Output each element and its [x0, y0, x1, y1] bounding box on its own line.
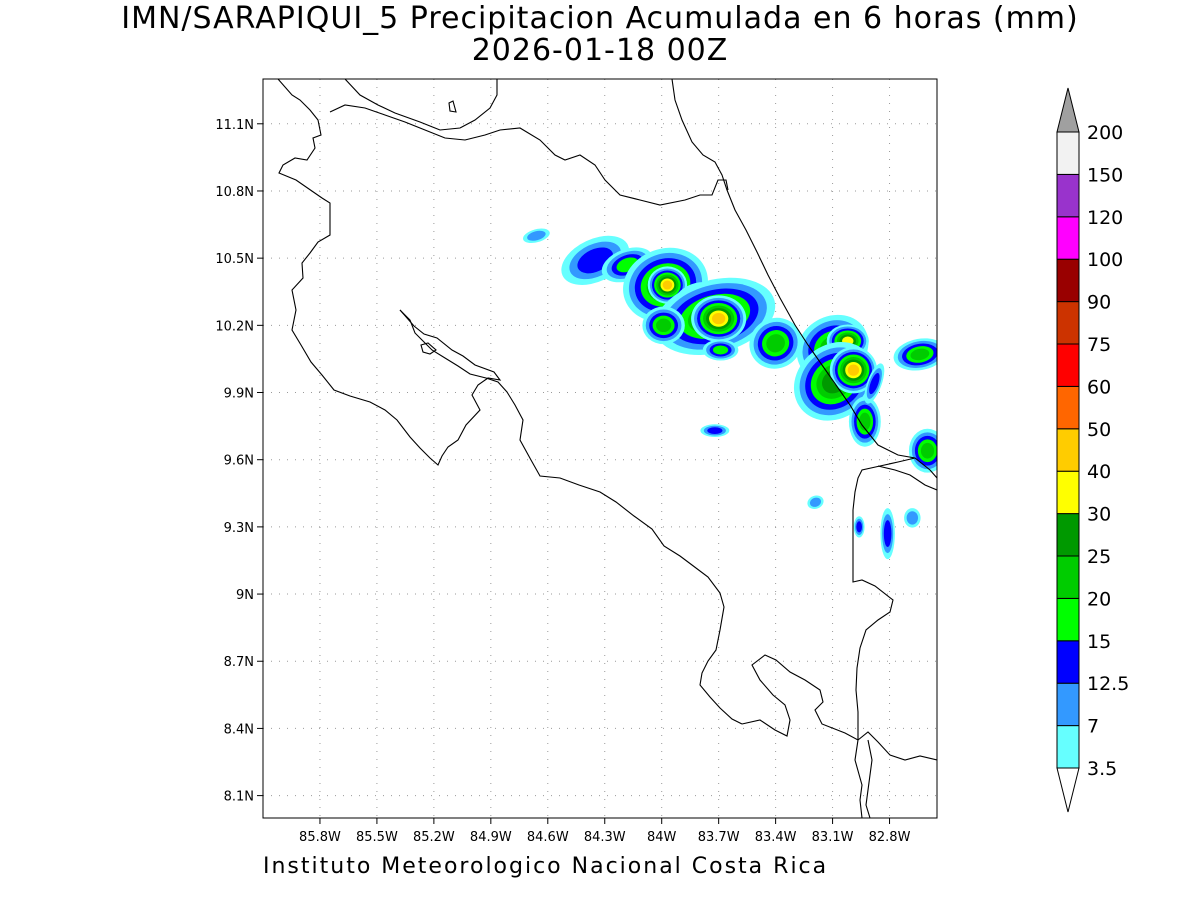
precip-cell-band — [847, 364, 860, 376]
longitude-axis: 85.8W 85.5W 85.2W 84.9W 84.6W 84.3W 84W 83.7W 83… — [299, 818, 911, 845]
y-tick-label: 10.5N — [215, 252, 254, 267]
colorbar-label: 50 — [1087, 419, 1111, 441]
colorbar-swatch — [1056, 216, 1080, 260]
nicaragua-costa-rica-border — [329, 104, 729, 206]
y-tick-label: 9.3N — [224, 521, 254, 536]
precip-cell-band — [906, 511, 919, 525]
colorbar-label: 100 — [1087, 249, 1123, 271]
y-tick-label: 9.9N — [224, 387, 254, 402]
map-frame — [262, 78, 938, 819]
precip-colorbar: 3.5 7 12.5 15 20 25 30 40 50 60 75 90 100 120 150 200 — [1056, 87, 1129, 813]
colorbar-label: 7 — [1087, 716, 1099, 738]
colorbar-swatch — [1056, 470, 1080, 515]
y-tick-label: 11.1N — [215, 118, 254, 133]
colorbar-label: 30 — [1087, 504, 1111, 526]
colorbar-swatch — [1056, 513, 1080, 557]
chart-title: IMN/SARAPIQUI_5 Precipitacion Acumulada … — [121, 1, 1079, 36]
colorbar-label: 3.5 — [1087, 758, 1117, 780]
y-tick-label: 10.8N — [215, 185, 254, 200]
y-tick-label: 9.6N — [224, 454, 254, 469]
colorbar-label: 75 — [1087, 334, 1111, 356]
x-tick-label: 83.1W — [812, 830, 854, 845]
precip-cell-band — [883, 520, 892, 548]
colorbar-label: 120 — [1087, 207, 1123, 229]
colorbar-label: 40 — [1087, 461, 1111, 483]
x-tick-label: 83.7W — [698, 830, 740, 845]
colorbar-top-arrow — [1056, 87, 1080, 133]
nicaragua-pacific-coast — [277, 79, 502, 466]
precip-cell-band — [869, 372, 880, 395]
colorbar-swatch — [1056, 258, 1080, 303]
y-tick-label: 8.4N — [224, 722, 254, 737]
colorbar-label: 20 — [1087, 588, 1111, 610]
precip-cell-band — [712, 313, 726, 325]
precip-cell-band — [707, 427, 723, 434]
y-tick-label: 9N — [236, 588, 254, 603]
precip-cell-band — [856, 521, 863, 533]
burica-peninsula-east — [865, 739, 873, 818]
colorbar-swatch — [1056, 555, 1080, 599]
costa-rica-panama-border — [852, 457, 916, 740]
caribbean-coast — [671, 79, 937, 479]
precip-cell-band — [910, 348, 930, 361]
precip-cell-band — [662, 280, 673, 290]
latitude-axis: 8.1N 8.4N 8.7N 9N 9.3N 9.6N 9.9N 10.2N 10.5N 10.8… — [215, 118, 263, 805]
precip-cell-band — [809, 497, 822, 507]
precip-cell-band — [712, 345, 729, 355]
x-tick-label: 85.5W — [356, 830, 398, 845]
colorbar-label: 12.5 — [1087, 673, 1129, 695]
colorbar-swatch — [1056, 385, 1080, 430]
y-tick-label: 8.7N — [224, 655, 254, 670]
footer-credit: Instituto Meteorologico Nacional Costa R… — [263, 854, 829, 879]
coastlines-and-borders — [277, 79, 937, 818]
nicoya-island — [420, 342, 437, 355]
x-tick-label: 84.3W — [584, 830, 626, 845]
y-tick-label: 10.2N — [215, 319, 254, 334]
chart-subtitle-date: 2026-01-18 00Z — [471, 33, 729, 68]
x-tick-label: 85.2W — [413, 830, 455, 845]
colorbar-label: 60 — [1087, 376, 1111, 398]
colorbar-swatch — [1056, 173, 1080, 218]
precip-cell-band — [656, 318, 672, 333]
x-tick-label: 84.6W — [527, 830, 569, 845]
x-tick-label: 82.8W — [869, 830, 911, 845]
colorbar-label: 25 — [1087, 546, 1111, 568]
x-tick-label: 85.8W — [299, 830, 341, 845]
x-tick-label: 84W — [647, 830, 677, 845]
precip-cell-band — [527, 230, 546, 241]
colorbar-swatch — [1056, 597, 1080, 642]
colorbar-swatch — [1056, 131, 1080, 175]
burica-peninsula — [854, 739, 863, 818]
panama-coast — [877, 465, 937, 491]
colorbar-swatch — [1056, 301, 1080, 345]
x-tick-label: 84.9W — [470, 830, 512, 845]
colorbar-swatch — [1056, 682, 1080, 727]
osa-peninsula — [741, 654, 937, 761]
colorbar-label: 90 — [1087, 292, 1111, 314]
x-tick-label: 83.4W — [755, 830, 797, 845]
colorbar-bottom-arrow — [1056, 767, 1080, 813]
nicoya-gulf-coast — [399, 309, 743, 725]
map-gridlines — [263, 79, 937, 818]
colorbar-swatch — [1056, 640, 1080, 684]
map-plot-area — [263, 79, 937, 818]
precip-cell-band — [920, 442, 935, 459]
y-tick-label: 8.1N — [224, 790, 254, 805]
colorbar-swatch — [1056, 725, 1080, 769]
precip-cell-band — [766, 334, 785, 353]
colorbar-swatch — [1056, 343, 1080, 387]
lake-nicaragua-shore — [344, 79, 498, 131]
small-island — [448, 100, 457, 113]
colorbar-label: 200 — [1087, 122, 1123, 144]
colorbar-label: 15 — [1087, 631, 1111, 653]
precipitation-shading — [522, 228, 937, 560]
colorbar-swatch — [1056, 428, 1080, 472]
precip-cell-band — [859, 412, 871, 431]
colorbar-label: 150 — [1087, 164, 1123, 186]
